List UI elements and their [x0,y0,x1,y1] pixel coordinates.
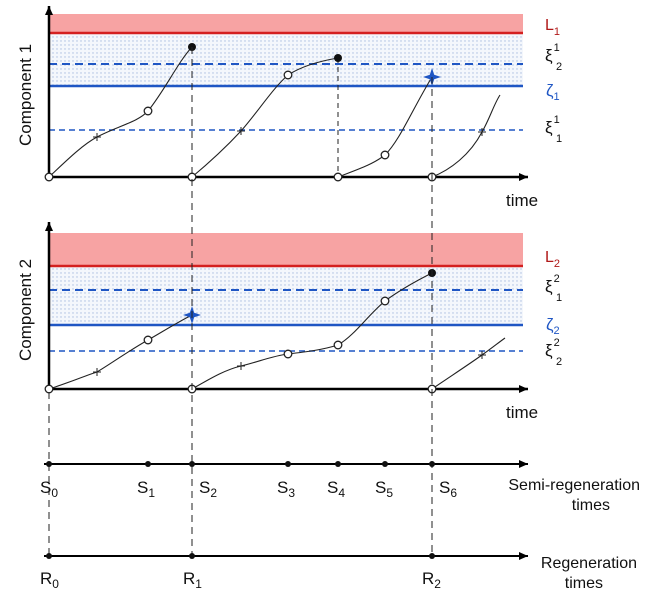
semi-regeneration-label-line2: times [572,497,610,514]
cross-mark-2b [237,362,245,370]
inspection-point-2d [380,296,390,306]
semi-tick-s4 [335,461,341,467]
semi-tick-s1 [145,461,151,467]
renewal-point-2a [44,384,54,394]
semi-regeneration-timeline: S0 S1 S2 S3 S4 S5 S6 Semi-regeneration t… [40,460,640,514]
semi-tick-s5 [382,461,388,467]
cross-mark-2c [478,351,486,359]
regen-label-r2: R2 [422,569,441,591]
inspection-point-1b [283,70,293,80]
failure-point-1b [334,54,342,62]
failure-zone-1 [49,14,523,33]
semi-label-s5: S5 [375,478,393,500]
regeneration-label-line1: Regeneration [541,555,637,572]
regen-tick-r1 [189,553,195,559]
threshold-label-1: L1 [545,17,560,38]
semi-label-s2: S2 [199,478,217,500]
semi-tick-s0 [46,461,52,467]
cross-mark-1a [93,133,101,141]
semi-label-s0: S0 [40,478,58,500]
regen-tick-r2 [429,553,435,559]
component-1-panel: Component 1 time L1 ξ1 2 ζ1 ξ1 1 [16,6,562,210]
inspection-point-1a [143,106,153,116]
threshold-label-2: L2 [545,249,560,270]
xi-lower-label-1: ξ1 1 [545,114,562,145]
preventive-zone-2 [49,266,523,325]
degradation-path-2a [48,314,193,390]
component-2-axis-label: Component 2 [16,259,35,361]
renewal-point-1a [44,172,54,182]
renewal-point-1c [333,172,343,182]
component-1-axis-label: Component 1 [16,44,35,146]
degradation-path-1b [191,57,339,178]
regeneration-timeline: R0 R1 R2 Regeneration times [40,552,637,591]
zeta-label-2: ζ2 [546,315,560,337]
component-2-panel: Component 2 time L2 ξ2 1 ζ2 ξ2 2 [16,222,562,422]
time-label-2: time [506,403,538,422]
degradation-path-1a [48,46,193,178]
semi-tick-s2 [189,461,195,467]
inspection-point-1c [380,150,390,160]
regen-label-r0: R0 [40,569,59,591]
time-label-1: time [506,191,538,210]
xi-lower-label-2: ξ2 2 [545,337,562,368]
degradation-path-1c [337,76,433,178]
semi-tick-s3 [285,461,291,467]
semi-label-s4: S4 [327,478,345,500]
inspection-point-2a [143,335,153,345]
degradation-path-2c [431,337,506,390]
inspection-point-2c [333,340,343,350]
inspection-point-2b [283,349,293,359]
semi-label-s6: S6 [439,478,457,500]
time-guide-lines [48,47,433,556]
semi-label-s3: S3 [277,478,295,500]
regeneration-label-line2: times [565,575,603,591]
semi-tick-s6 [429,461,435,467]
degradation-path-1d [431,94,501,178]
semi-label-s1: S1 [137,478,155,500]
xi-upper-label-1: ξ1 2 [545,42,562,73]
cross-mark-1c [478,128,486,136]
regen-tick-r0 [46,553,52,559]
regen-label-r1: R1 [183,569,202,591]
xi-upper-label-2: ξ2 1 [545,273,562,304]
failure-zone-2 [49,233,523,266]
semi-regeneration-label-line1: Semi-regeneration [508,477,640,494]
cross-mark-2a [93,368,101,376]
cross-mark-1b [237,127,245,135]
zeta-label-1: ζ1 [546,81,560,103]
